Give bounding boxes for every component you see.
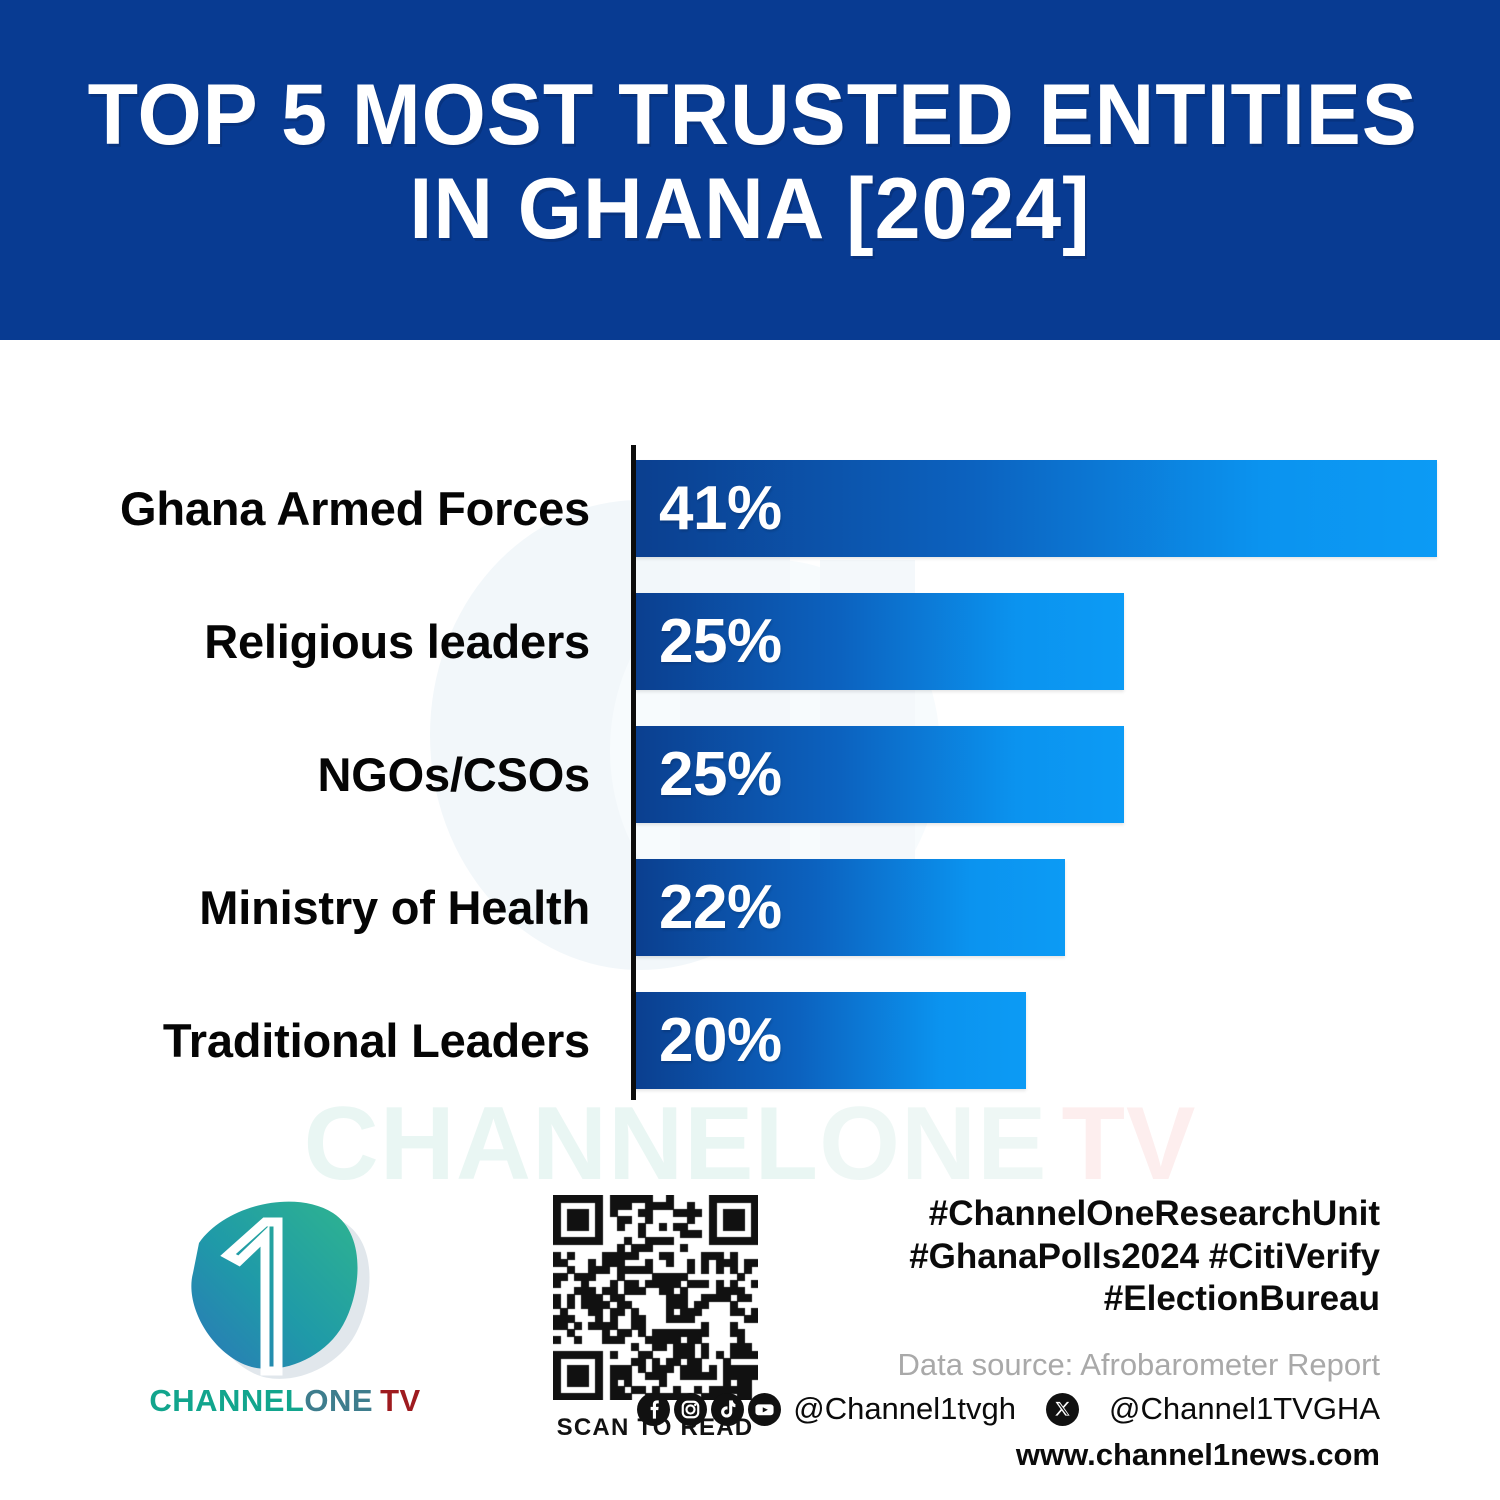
x-icon-wrap xyxy=(1046,1392,1080,1426)
page-title-line-1: TOP 5 MOST TRUSTED ENTITIES xyxy=(87,67,1418,163)
social-handle-primary[interactable]: @Channel1tvgh xyxy=(793,1391,1017,1427)
hashtag-line-2: #GhanaPolls2024 #CitiVerify xyxy=(909,1236,1380,1276)
hashtag-line-3: #ElectionBureau xyxy=(1103,1279,1380,1319)
chart-row: Ghana Armed Forces 41% xyxy=(0,460,1500,557)
bar-chart: Ghana Armed Forces 41% Religious leaders 25… xyxy=(0,440,1500,1100)
header-title-group: TOP 5 MOST TRUSTED ENTITIES IN GHANA [20… xyxy=(0,67,1500,257)
channel-one-logo: CHANNELONE TV xyxy=(120,1195,450,1445)
chart-bar: 25% xyxy=(635,726,1125,823)
chart-category-label: Traditional Leaders xyxy=(162,1014,590,1067)
chart-category-label: Religious leaders xyxy=(204,615,590,668)
chart-category-label: NGOs/CSOs xyxy=(317,748,591,801)
social-media-row: @Channel1tvgh @Channel1TVGHA xyxy=(637,1391,1380,1427)
website-url[interactable]: www.channel1news.com xyxy=(1015,1437,1380,1473)
watermark: CHANNELONE TV xyxy=(0,1092,1500,1196)
footer: CHANNELONE TV SCAN TO READ #ChannelOneRes… xyxy=(0,1185,1500,1500)
x-twitter-icon[interactable] xyxy=(1046,1392,1080,1426)
qr-code-block[interactable]: SCAN TO READ xyxy=(540,1195,770,1442)
tiktok-icon[interactable] xyxy=(711,1392,745,1426)
channel-one-wordmark: CHANNELONE TV xyxy=(120,1383,450,1419)
chart-bar: 41% xyxy=(635,460,1437,557)
wordmark-channel: CHANNEL xyxy=(149,1383,305,1418)
channel-one-logo-mark xyxy=(191,1201,370,1379)
chart-bar-value: 22% xyxy=(659,873,782,942)
instagram-icon[interactable] xyxy=(674,1392,708,1426)
chart-row: Ministry of Health 22% xyxy=(0,859,1500,956)
wordmark-one: ONE xyxy=(304,1383,374,1418)
wordmark-tv: TV xyxy=(380,1383,421,1418)
chart-bar-value: 20% xyxy=(659,1006,782,1075)
social-icon-group xyxy=(637,1392,782,1426)
page-title-line-2: IN GHANA [2024] xyxy=(409,160,1091,257)
chart-category-label: Ghana Armed Forces xyxy=(119,482,590,535)
social-handle-x[interactable]: @Channel1TVGHA xyxy=(1109,1391,1380,1427)
chart-row: Religious leaders 25% xyxy=(0,593,1500,690)
header-banner: TOP 5 MOST TRUSTED ENTITIES IN GHANA [20… xyxy=(0,0,1500,340)
chart-category-label: Ministry of Health xyxy=(199,881,590,934)
chart-bar-value: 41% xyxy=(659,474,782,543)
chart-bar: 25% xyxy=(635,593,1125,690)
hashtag-line-1: #ChannelOneResearchUnit xyxy=(928,1194,1380,1233)
chart-row: NGOs/CSOs 25% xyxy=(0,726,1500,823)
chart-bar-value: 25% xyxy=(659,740,782,809)
chart-row: Traditional Leaders 20% xyxy=(0,992,1500,1089)
chart-bar: 22% xyxy=(635,859,1066,956)
facebook-icon[interactable] xyxy=(637,1392,671,1426)
qr-code-image[interactable] xyxy=(552,1195,758,1400)
chart-axis-line xyxy=(631,445,636,1100)
youtube-icon[interactable] xyxy=(748,1392,782,1426)
chart-bar: 20% xyxy=(635,992,1027,1089)
data-source-text: Data source: Afrobarometer Report xyxy=(897,1347,1380,1383)
footer-right-column: #ChannelOneResearchUnit #GhanaPolls2024 … xyxy=(637,1193,1380,1473)
chart-bar-value: 25% xyxy=(659,607,782,676)
